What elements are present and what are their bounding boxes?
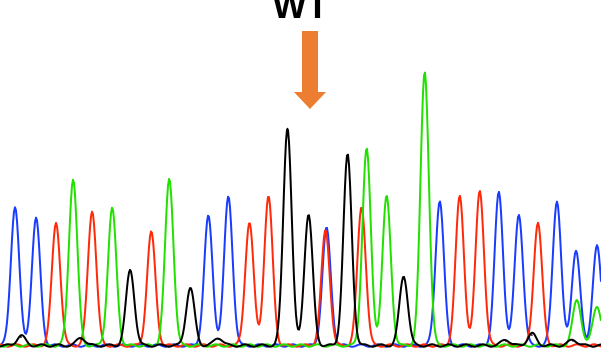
peak-red-6 <box>360 207 363 209</box>
peak-green-4 <box>385 197 388 199</box>
peak-green-7 <box>596 306 598 309</box>
peak-red-5 <box>324 231 327 233</box>
trace-green <box>0 71 601 348</box>
peak-blue-1 <box>35 219 37 221</box>
mutation-arrow-icon <box>294 31 326 109</box>
peak-blue-7 <box>518 215 520 217</box>
peak-red-1 <box>91 211 93 213</box>
peak-green-3 <box>365 149 368 152</box>
peak-black-6 <box>307 215 310 217</box>
peak-black-5 <box>286 127 289 130</box>
figure-label: WT <box>272 0 329 26</box>
peak-blue-8 <box>556 201 558 203</box>
peak-black-10 <box>531 334 533 336</box>
peak-blue-0 <box>14 207 16 209</box>
peak-red-4 <box>267 197 270 199</box>
peak-red-2 <box>150 233 153 235</box>
peak-black-7 <box>346 155 349 158</box>
peak-black-2 <box>129 270 131 273</box>
peak-blue-6 <box>498 193 500 195</box>
peak-blue-9 <box>575 250 577 253</box>
peak-blue-3 <box>227 197 230 199</box>
peak-black-1 <box>80 338 82 340</box>
peak-green-1 <box>111 209 113 211</box>
peak-green-5 <box>423 72 426 74</box>
peak-red-8 <box>479 191 481 193</box>
peak-black-11 <box>572 340 574 342</box>
peak-blue-5 <box>438 201 441 203</box>
peak-black-3 <box>189 288 192 291</box>
peak-green-6 <box>576 300 578 303</box>
peak-red-3 <box>248 223 251 225</box>
trace-black <box>0 128 601 348</box>
peak-black-9 <box>505 340 507 342</box>
peak-black-0 <box>20 336 22 338</box>
peak-blue-2 <box>207 217 210 219</box>
peak-red-7 <box>459 197 461 199</box>
peak-red-9 <box>537 223 539 225</box>
peak-red-0 <box>55 223 57 225</box>
peak-green-0 <box>72 179 74 181</box>
peak-black-4 <box>217 338 220 340</box>
peak-black-8 <box>402 276 405 279</box>
peak-green-2 <box>168 179 171 181</box>
trace-red <box>0 190 601 348</box>
trace-group <box>0 71 601 348</box>
peak-blue-10 <box>596 246 598 249</box>
